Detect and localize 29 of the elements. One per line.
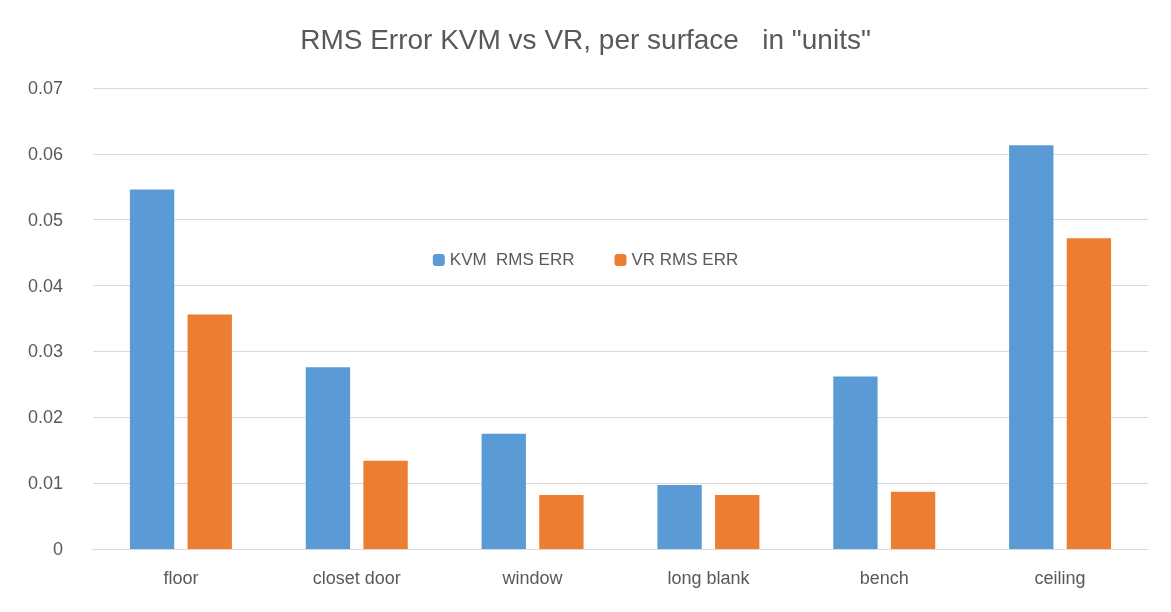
y-tick-label: 0.06 xyxy=(27,143,63,164)
bar xyxy=(481,433,526,549)
x-tick-label: long blank xyxy=(667,568,751,588)
bar xyxy=(657,485,702,549)
legend-label: KVM RMS ERR xyxy=(449,250,575,270)
y-tick-label: 0 xyxy=(52,539,63,559)
bar xyxy=(890,491,936,549)
bar xyxy=(1066,238,1112,549)
bar xyxy=(129,189,175,549)
bar xyxy=(187,314,232,549)
legend-label: VR RMS ERR xyxy=(631,250,739,270)
chart-title: RMS Error KVM vs VR, per surface in "units" xyxy=(300,23,871,55)
y-tick-label: 0.03 xyxy=(27,341,63,362)
x-tick-label: ceiling xyxy=(1034,568,1086,588)
x-tick-label: bench xyxy=(859,568,909,588)
y-tick-label: 0.04 xyxy=(27,275,63,296)
bar xyxy=(539,495,584,549)
bar xyxy=(833,376,878,549)
x-tick-label: floor xyxy=(163,568,199,588)
bar xyxy=(305,367,351,549)
y-tick-label: 0.01 xyxy=(27,473,63,494)
bar xyxy=(1009,145,1054,549)
x-tick-label: closet door xyxy=(312,568,401,588)
bar xyxy=(363,460,408,549)
y-tick-label: 0.02 xyxy=(27,407,63,428)
bar xyxy=(715,495,760,549)
x-tick-label: window xyxy=(501,568,564,588)
y-tick-label: 0.07 xyxy=(27,78,63,98)
y-tick-label: 0.05 xyxy=(27,209,63,230)
